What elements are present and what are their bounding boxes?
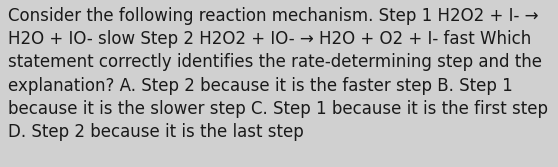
Text: Consider the following reaction mechanism. Step 1 H2O2 + I- →
H2O + IO- slow Ste: Consider the following reaction mechanis… <box>8 7 549 141</box>
